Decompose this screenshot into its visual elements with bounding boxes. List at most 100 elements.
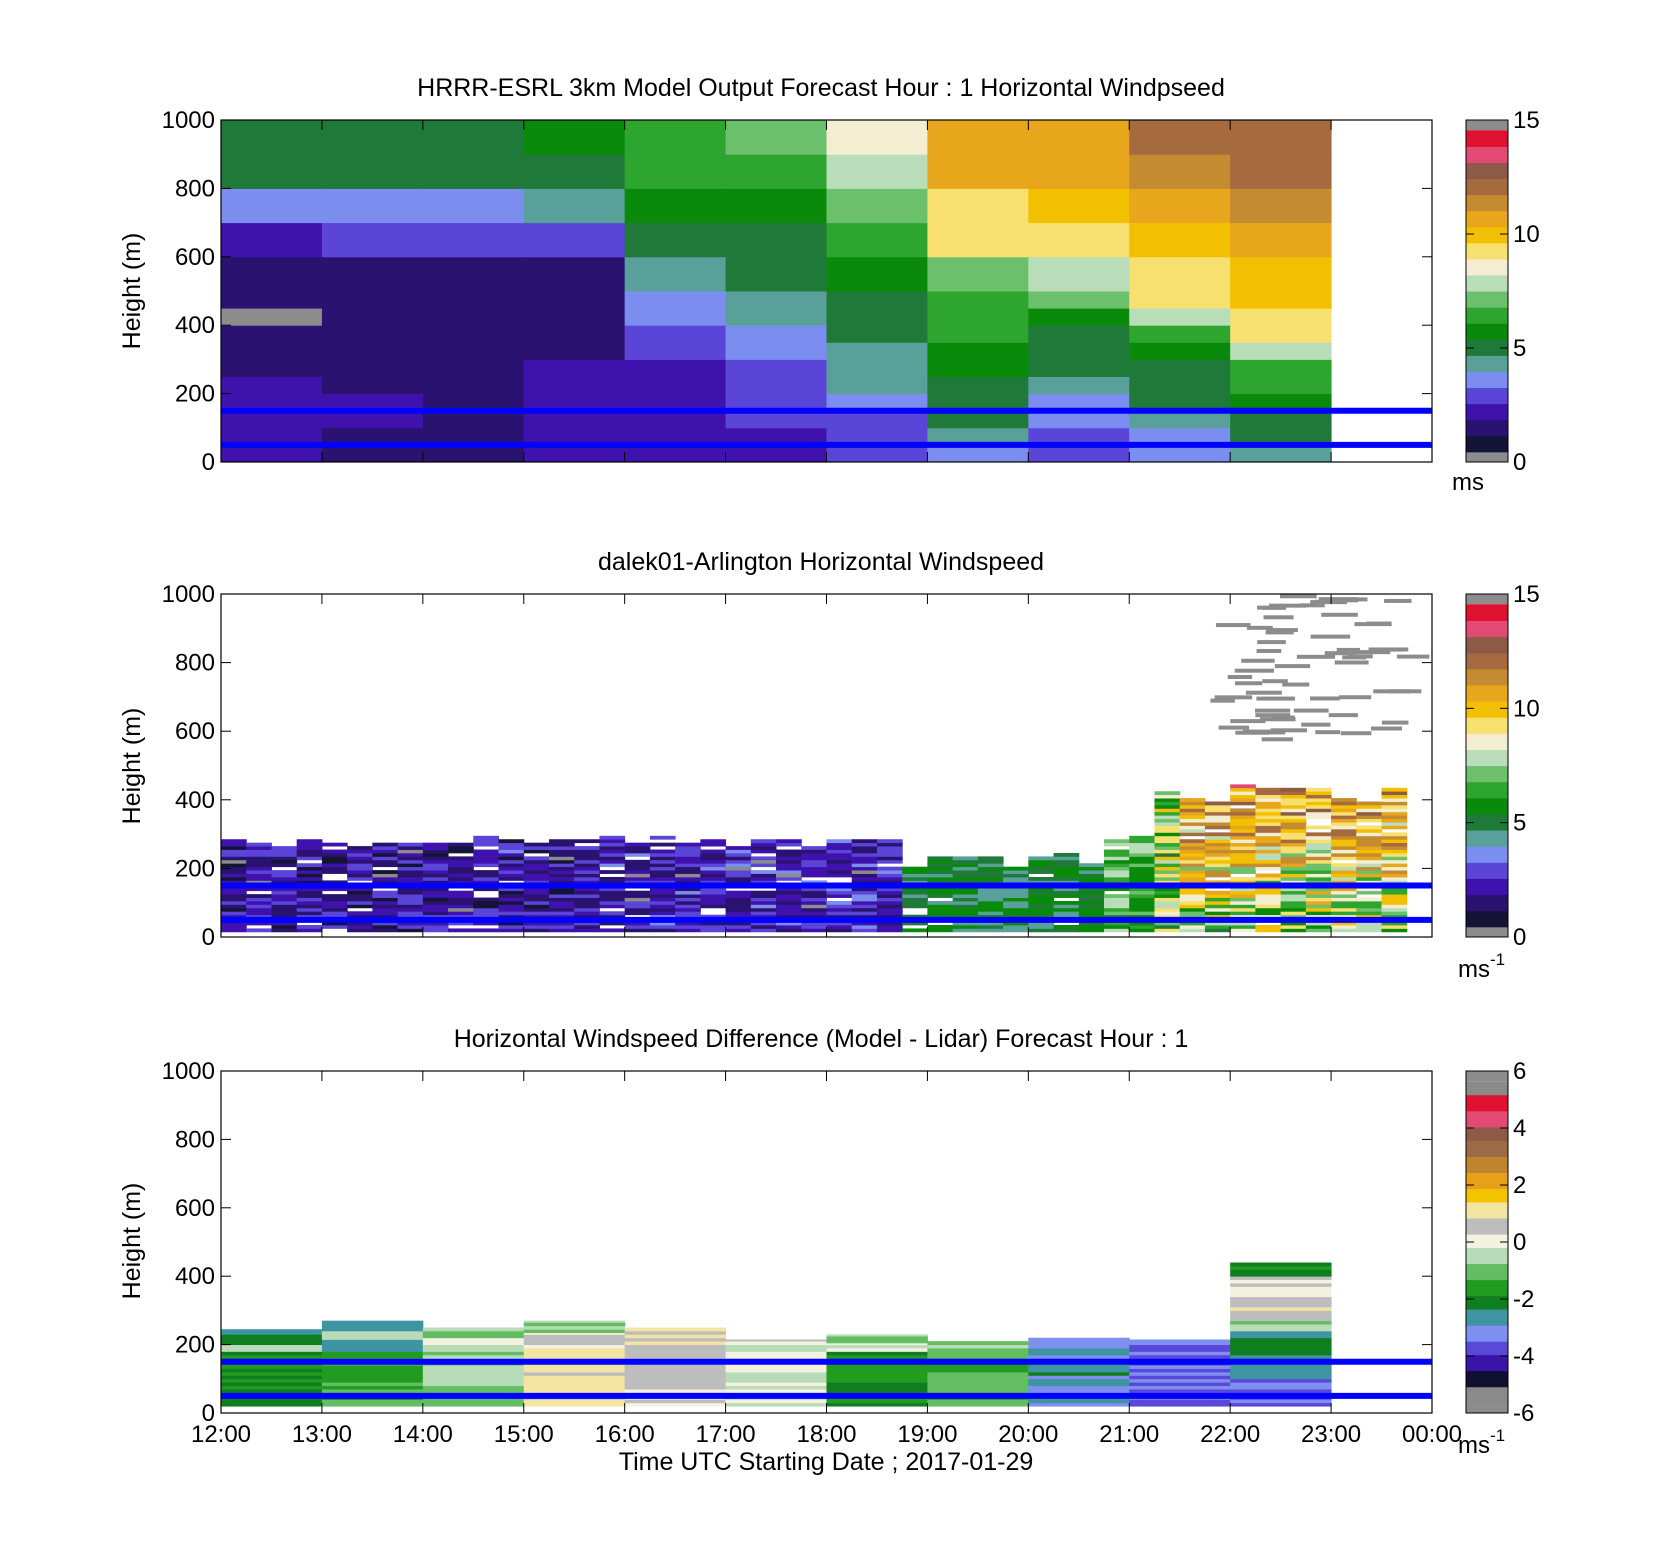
- y-tick-label: 0: [202, 1400, 215, 1427]
- colorbar-underflow: [1466, 1402, 1508, 1413]
- lidar-cell: [1255, 835, 1282, 840]
- lidar-cell: [675, 856, 701, 861]
- lidar-cell: [952, 863, 979, 868]
- lidar-cell: [1255, 866, 1282, 871]
- lidar-cell: [1179, 870, 1206, 874]
- colorbar-swatch: [1466, 186, 1508, 190]
- lidar-cell: [876, 894, 903, 898]
- colorbar-swatch: [1466, 344, 1508, 348]
- colorbar-swatch: [1466, 891, 1508, 896]
- lidar-cell: [422, 880, 449, 885]
- lidar-cell: [1129, 928, 1155, 933]
- lidar-cell: [1053, 924, 1080, 929]
- lidar-cell: [1104, 876, 1130, 881]
- lidar-cell: [1280, 828, 1307, 833]
- colorbar-swatch: [1466, 1081, 1508, 1085]
- lidar-cell: [927, 904, 954, 909]
- difference-cell: [1028, 1382, 1130, 1387]
- lidar-cell: [1255, 794, 1282, 799]
- lidar-cell: [1204, 924, 1231, 929]
- lidar-cell: [1204, 856, 1231, 861]
- lidar-cell: [1204, 859, 1231, 864]
- lidar-cell: [1053, 856, 1080, 861]
- difference-cell: [624, 1402, 727, 1407]
- colorbar-swatch: [1466, 1100, 1508, 1104]
- heatmap-cell: [1230, 342, 1332, 360]
- lidar-cell: [1154, 873, 1181, 878]
- lidar-cell: [574, 856, 600, 861]
- lidar-cell: [246, 866, 272, 871]
- lidar-cell: [1235, 681, 1263, 686]
- difference-cell: [321, 1378, 424, 1383]
- colorbar-tick-label: 15: [1513, 107, 1540, 134]
- lidar-cell: [422, 859, 449, 864]
- colorbar-swatch: [1466, 1258, 1508, 1262]
- lidar-cell: [700, 880, 727, 885]
- difference-cell: [624, 1344, 727, 1349]
- lidar-cell: [1280, 894, 1307, 898]
- lidar-cell: [1255, 863, 1282, 868]
- lidar-cell: [473, 928, 500, 933]
- lidar-cell: [1331, 866, 1357, 871]
- heatmap-cell: [422, 120, 525, 155]
- lidar-cell: [851, 928, 878, 933]
- colorbar-swatch: [1466, 299, 1508, 303]
- lidar-cell: [1230, 798, 1256, 802]
- colorbar-swatch: [1466, 886, 1508, 890]
- lidar-cell: [700, 863, 727, 868]
- lidar-cell: [1381, 928, 1408, 933]
- lidar-cell: [548, 907, 575, 912]
- heatmap-cell: [523, 427, 626, 446]
- lidar-cell: [1179, 914, 1206, 919]
- lidar-cell: [574, 876, 600, 881]
- colorbar-swatch: [1466, 797, 1508, 802]
- lidar-cell: [448, 911, 474, 916]
- difference-cell: [422, 1348, 525, 1352]
- colorbar-swatch: [1466, 1169, 1508, 1173]
- lidar-cell: [1381, 914, 1408, 919]
- lidar-cell: [347, 863, 373, 868]
- lidar-cell: [750, 928, 777, 933]
- lidar-cell: [1381, 815, 1408, 820]
- lidar-cell: [750, 849, 777, 854]
- lidar-cell: [1154, 876, 1181, 881]
- colorbar-swatch: [1466, 781, 1508, 785]
- lidar-cell: [498, 870, 525, 874]
- colorbar-swatch: [1466, 395, 1508, 399]
- lidar-cell: [321, 863, 348, 868]
- lidar-cell: [1230, 859, 1256, 864]
- lidar-cell: [1053, 866, 1080, 871]
- lidar-cell: [1255, 846, 1282, 850]
- lidar-cell: [347, 870, 373, 874]
- lidar-cell: [851, 866, 878, 871]
- lidar-cell: [548, 842, 575, 847]
- difference-cell: [1129, 1341, 1231, 1345]
- lidar-cell: [1230, 921, 1256, 926]
- heatmap-cell: [624, 376, 727, 395]
- difference-cell: [1129, 1382, 1231, 1387]
- lidar-cell: [725, 921, 752, 926]
- lidar-cell: [246, 900, 272, 905]
- lidar-cell: [776, 839, 802, 844]
- difference-cell: [1129, 1371, 1231, 1376]
- lidar-cell: [1179, 798, 1206, 802]
- lidar-cell: [1305, 798, 1332, 802]
- lidar-cell: [523, 866, 550, 871]
- difference-cell: [422, 1354, 525, 1359]
- lidar-cell: [548, 928, 575, 933]
- lidar-cell: [801, 904, 827, 909]
- lidar-cell: [1331, 897, 1357, 902]
- lidar-cell: [1078, 911, 1105, 916]
- lidar-cell: [1255, 904, 1282, 909]
- lidar-cell: [876, 887, 903, 892]
- lidar-cell: [1381, 863, 1408, 868]
- lidar-cell: [1003, 890, 1029, 895]
- colorbar-swatch: [1466, 419, 1508, 423]
- lidar-cell: [271, 924, 298, 929]
- heatmap-cell: [1129, 376, 1231, 395]
- lidar-cell: [1255, 876, 1282, 881]
- difference-cell: [1230, 1399, 1332, 1404]
- lidar-cell: [347, 928, 373, 933]
- lidar-cell: [246, 859, 272, 864]
- colorbar-swatch: [1466, 1338, 1508, 1342]
